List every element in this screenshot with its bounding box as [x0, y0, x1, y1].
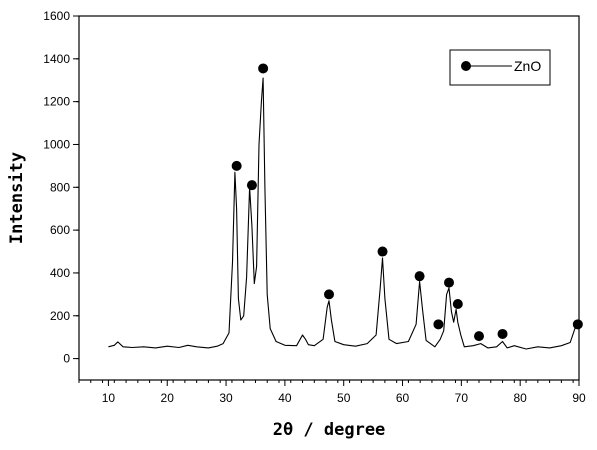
y-axis-title: Intensity — [7, 152, 27, 244]
series-line-znO — [108, 77, 580, 350]
y-tick-label: 600 — [50, 223, 70, 237]
legend-marker-icon — [461, 61, 471, 71]
x-axis-ticks: 10 20 30 40 50 60 70 80 90 — [78, 380, 586, 405]
peak-marker — [497, 328, 508, 339]
peak-marker — [433, 319, 444, 330]
peak-marker — [452, 298, 463, 309]
legend: ZnO — [449, 49, 551, 86]
y-tick-label: 200 — [50, 309, 70, 323]
x-tick-label: 90 — [572, 391, 586, 405]
legend-label: ZnO — [514, 58, 541, 74]
peak-marker — [231, 160, 242, 171]
y-tick-label: 1200 — [43, 95, 70, 109]
peak-marker — [474, 331, 484, 342]
plot-frame — [78, 15, 580, 381]
peak-markers — [231, 63, 583, 342]
x-axis-title: 2θ / degree — [273, 420, 386, 440]
x-tick-label: 20 — [161, 391, 175, 405]
peak-marker — [258, 63, 269, 74]
x-tick-label: 40 — [278, 391, 292, 405]
peak-marker — [246, 180, 257, 191]
peak-marker — [444, 277, 454, 288]
y-tick-label: 1400 — [43, 52, 70, 66]
peak-marker — [572, 319, 583, 330]
peak-marker — [414, 271, 425, 282]
x-tick-label: 60 — [396, 391, 410, 405]
y-tick-label: 800 — [50, 180, 70, 194]
peak-marker — [324, 289, 334, 300]
y-tick-label: 1600 — [43, 9, 70, 23]
x-tick-label: 10 — [102, 391, 116, 405]
peak-marker — [377, 246, 388, 257]
x-tick-label: 30 — [219, 391, 233, 405]
x-tick-label: 80 — [513, 391, 527, 405]
x-tick-label: 70 — [455, 391, 469, 405]
y-tick-label: 1000 — [43, 137, 70, 151]
y-axis-ticks: 0 200 400 600 800 1000 1200 1400 1600 — [43, 9, 79, 366]
series-layer — [108, 77, 580, 350]
x-tick-label: 50 — [337, 391, 351, 405]
y-tick-label: 0 — [63, 352, 70, 366]
y-tick-label: 400 — [50, 266, 70, 280]
